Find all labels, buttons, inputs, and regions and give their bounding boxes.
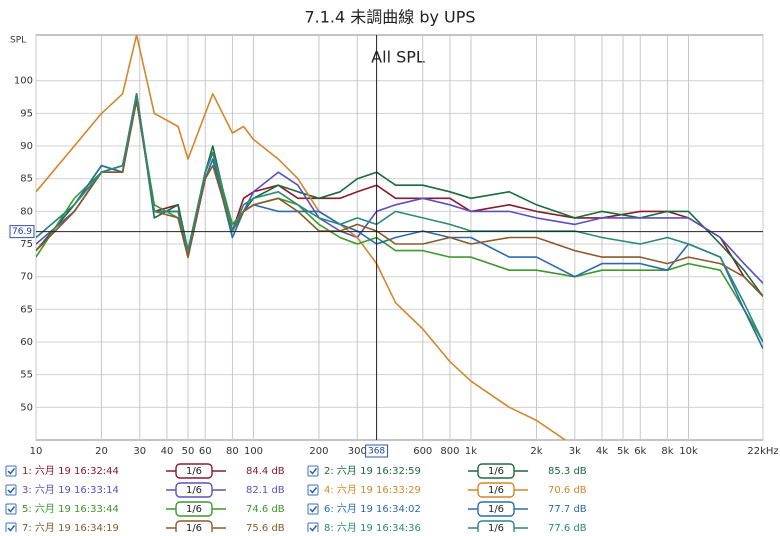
legend-name: 7: 六月 19 16:34:19 bbox=[22, 522, 119, 532]
cursor-x-box bbox=[365, 444, 389, 458]
x-tick-label: 3k bbox=[569, 446, 581, 457]
plot-area bbox=[35, 34, 764, 441]
y-tick-label: 90 bbox=[20, 141, 33, 152]
y-tick-label: 55 bbox=[20, 370, 33, 381]
x-tick-label: 2k bbox=[530, 446, 542, 457]
legend-smoothing: 1/6 bbox=[186, 485, 202, 496]
legend-check bbox=[7, 468, 16, 475]
cursor-y-box bbox=[9, 225, 35, 239]
legend: 1: 六月 19 16:32:44 1/6 84.4 dB 2: 六月 19 16:3… bbox=[5, 463, 587, 536]
legend-level: 74.6 dB bbox=[246, 504, 285, 515]
y-tick-label: 60 bbox=[20, 337, 33, 348]
series-line bbox=[36, 99, 763, 297]
legend-smoothing: 1/6 bbox=[186, 504, 202, 515]
y-tick-label: 70 bbox=[20, 272, 33, 283]
lines bbox=[36, 35, 763, 440]
legend-level: 77.7 dB bbox=[548, 504, 587, 515]
legend-smoothing-box[interactable] bbox=[477, 463, 515, 479]
subtitle: All SPL bbox=[371, 48, 425, 67]
cursor-x-label: 368 bbox=[368, 447, 385, 457]
x-tick-label: 22kHz bbox=[747, 446, 778, 457]
x-tick-label: 600 bbox=[413, 446, 432, 457]
chart-title: 7.1.4 未調曲線 by UPS bbox=[304, 8, 475, 27]
legend-check bbox=[7, 525, 16, 532]
x-tick-label: 100 bbox=[244, 446, 263, 457]
legend-smoothing-box[interactable] bbox=[175, 463, 213, 479]
x-tick-label: 800 bbox=[440, 446, 459, 457]
y-tick-label: 80 bbox=[20, 206, 33, 217]
legend-level: 82.1 dB bbox=[246, 485, 285, 496]
x-tick-label: 10 bbox=[30, 446, 43, 457]
legend-smoothing: 1/6 bbox=[488, 485, 504, 496]
x-tick-label: 300 bbox=[348, 446, 367, 457]
x-tick-label: 6k bbox=[634, 446, 646, 457]
series-line bbox=[36, 35, 567, 440]
legend-smoothing-box[interactable] bbox=[175, 501, 213, 517]
x-tick-label: 5k bbox=[617, 446, 629, 457]
x-tick-label: 1k bbox=[465, 446, 477, 457]
y-tick-label: 50 bbox=[20, 402, 33, 413]
legend-level: 85.3 dB bbox=[548, 466, 587, 477]
legend-checkbox[interactable] bbox=[307, 484, 319, 496]
legend-smoothing: 1/6 bbox=[186, 466, 202, 477]
series-line bbox=[36, 93, 763, 343]
legend-checkbox[interactable] bbox=[307, 465, 319, 477]
x-tick-label: 50 bbox=[182, 446, 195, 457]
legend-smoothing-box[interactable] bbox=[477, 482, 515, 498]
legend-name: 6: 六月 19 16:34:02 bbox=[324, 503, 421, 515]
x-tick-label: 60 bbox=[199, 446, 212, 457]
legend-level: 84.4 dB bbox=[246, 466, 285, 477]
x-tick-label: 40 bbox=[161, 446, 174, 457]
legend-smoothing: 1/6 bbox=[186, 523, 202, 532]
x-tick-label: 200 bbox=[309, 446, 328, 457]
legend-smoothing: 1/6 bbox=[488, 523, 504, 532]
legend-smoothing-box[interactable] bbox=[175, 482, 213, 498]
y-tick-label: 65 bbox=[20, 304, 33, 315]
legend-check bbox=[309, 506, 318, 513]
y-tick-label: 75 bbox=[20, 239, 33, 250]
legend-smoothing: 1/6 bbox=[488, 466, 504, 477]
legend-level: 77.6 dB bbox=[548, 523, 587, 532]
legend-level: 70.6 dB bbox=[548, 485, 587, 496]
legend-name: 8: 六月 19 16:34:36 bbox=[324, 522, 421, 532]
y-tick-label: 85 bbox=[20, 174, 33, 185]
x-tick-label: 8k bbox=[661, 446, 673, 457]
legend-level: 75.6 dB bbox=[246, 523, 285, 532]
legend-check bbox=[309, 487, 318, 494]
legend-check bbox=[309, 525, 318, 532]
legend-check bbox=[7, 506, 16, 513]
legend-check bbox=[7, 487, 16, 494]
legend-checkbox[interactable] bbox=[307, 503, 319, 515]
legend-check bbox=[309, 468, 318, 475]
legend-checkbox[interactable] bbox=[5, 484, 17, 496]
legend-name: 4: 六月 19 16:33:29 bbox=[324, 484, 421, 496]
y-axis-label: SPL bbox=[10, 36, 26, 46]
y-tick-label: 95 bbox=[20, 108, 33, 119]
x-tick-label: 30 bbox=[133, 446, 146, 457]
x-tick-label: 4k bbox=[596, 446, 608, 457]
x-tick-label: 80 bbox=[226, 446, 239, 457]
legend-name: 3: 六月 19 16:33:14 bbox=[22, 484, 119, 496]
series-line bbox=[36, 99, 763, 343]
x-tick-label: 10k bbox=[679, 446, 698, 457]
legend-checkbox[interactable] bbox=[5, 503, 17, 515]
legend-name: 5: 六月 19 16:33:44 bbox=[22, 503, 119, 515]
legend-name: 1: 六月 19 16:32:44 bbox=[22, 465, 119, 477]
legend-name: 2: 六月 19 16:32:59 bbox=[324, 465, 421, 477]
legend-checkbox[interactable] bbox=[5, 465, 17, 477]
legend-smoothing-box[interactable] bbox=[477, 501, 515, 517]
cursor-y-label: 76.9 bbox=[12, 227, 32, 237]
y-tick-label: 100 bbox=[14, 76, 33, 87]
legend-smoothing: 1/6 bbox=[488, 504, 504, 515]
x-tick-label: 20 bbox=[95, 446, 108, 457]
